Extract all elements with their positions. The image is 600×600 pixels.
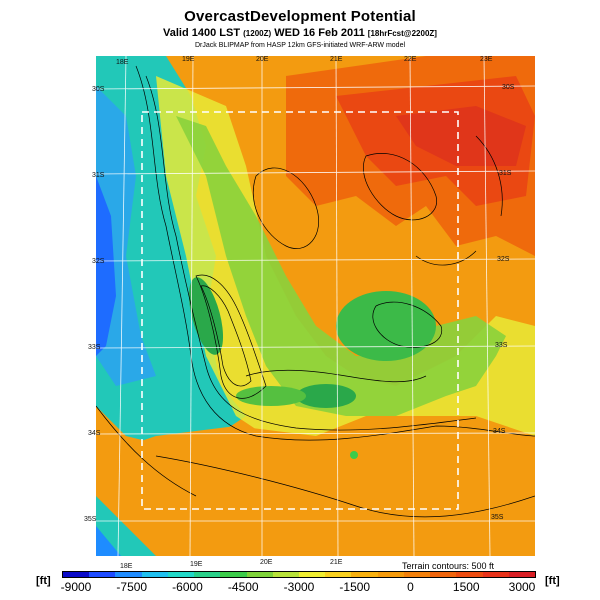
- lon-label-bottom: 18E: [120, 563, 133, 570]
- coastal-min: [96, 176, 116, 356]
- map-area: [96, 56, 535, 556]
- lon-label-top: 21E: [330, 56, 343, 63]
- colorbar-swatch: [194, 572, 221, 577]
- colorbar-tick-label: -3000: [283, 580, 315, 594]
- colorbar-swatch: [298, 572, 326, 577]
- small-green-spot: [350, 451, 358, 459]
- inner-domain-box: [141, 111, 459, 510]
- lat-label-right: 33S: [495, 342, 508, 349]
- terrain-contour-note: Terrain contours: 500 ft: [402, 561, 495, 571]
- colorbar-swatch: [377, 572, 404, 577]
- lat-label-left: 32S: [92, 258, 105, 265]
- colorbar-swatch: [115, 572, 142, 577]
- colorbar-swatch: [508, 572, 535, 577]
- transition-region: [156, 76, 535, 436]
- lon-label-top: 22E: [404, 56, 417, 63]
- colorbar-swatch: [167, 572, 195, 577]
- lon-label-bottom: 21E: [330, 559, 343, 566]
- sw-coastal-min: [96, 526, 121, 556]
- model-credit: DrJack BLIPMAP from HASP 12km GFS-initia…: [194, 42, 406, 49]
- terrain-contours: [96, 65, 535, 518]
- colorbar-swatch: [482, 572, 509, 577]
- colorbar-swatch: [456, 572, 483, 577]
- graticule: [96, 56, 535, 556]
- high-value-core-2: [396, 106, 526, 166]
- colorbar-swatch: [272, 572, 299, 577]
- lat-label-left: 33S: [88, 344, 101, 351]
- colorbar-swatch: [246, 572, 273, 577]
- lon-label-top: 19E: [182, 56, 195, 63]
- colorbar-swatch: [325, 572, 352, 577]
- low-core-east: [336, 291, 436, 361]
- colorbar-tick-label: 1500: [452, 580, 480, 594]
- lat-label-left: 35S: [84, 516, 97, 523]
- lat-label-right: 35S: [491, 514, 504, 521]
- valid-prefix: Valid 1400 LST: [163, 27, 241, 39]
- colorbar-swatch: [430, 572, 457, 577]
- lon-label-bottom: 19E: [190, 561, 203, 568]
- colorbar-tick-label: -4500: [227, 580, 259, 594]
- lat-label-left: 31S: [92, 172, 105, 179]
- lon-label-top: 23E: [480, 56, 493, 63]
- sw-coastal-low: [96, 496, 156, 556]
- colorbar-unit-right: [ft]: [545, 575, 560, 587]
- colorbar-tick-label: 3000: [508, 580, 536, 594]
- south-field: [96, 426, 535, 556]
- lat-label-left: 34S: [88, 430, 101, 437]
- colorbar-swatch: [89, 572, 116, 577]
- colorbar-swatch: [351, 572, 378, 577]
- low-core-south: [296, 384, 356, 408]
- lat-label-right: 32S: [497, 256, 510, 263]
- colorbar-swatch: [403, 572, 431, 577]
- lon-label-bottom: 20E: [260, 559, 273, 566]
- colorbar-unit-left: [ft]: [36, 575, 51, 587]
- chart-title: OvercastDevelopment Potential: [184, 8, 416, 25]
- low-core-south-2: [236, 386, 306, 406]
- lat-label-right: 34S: [493, 428, 506, 435]
- colorbar-ticks: -9000 -7500 -6000 -4500 -3000 -1500 0 1500 3000: [60, 580, 536, 594]
- colorbar-tick-label: -7500: [116, 580, 148, 594]
- colorbar-tick-label: -9000: [60, 580, 92, 594]
- lon-label-top: 20E: [256, 56, 269, 63]
- valid-time-line: Valid 1400 LST (1200Z) WED 16 Feb 2011 […: [0, 27, 600, 39]
- valid-date: WED 16 Feb 2011: [274, 27, 365, 39]
- colorbar: [62, 571, 536, 578]
- forecast-map: [96, 56, 535, 556]
- colorbar-tick-label: -1500: [339, 580, 371, 594]
- lat-label-right: 31S: [499, 170, 512, 177]
- lat-label-left: 30S: [92, 86, 105, 93]
- valid-suffix: [18hrFcst@2200Z]: [367, 29, 437, 38]
- lat-label-right: 30S: [502, 84, 515, 91]
- valid-code: (1200Z): [243, 29, 272, 38]
- colorbar-tick-label: -6000: [172, 580, 203, 594]
- lon-label-top: 18E: [116, 59, 129, 66]
- colorbar-swatch: [63, 572, 90, 577]
- colorbar-swatch: [220, 572, 247, 577]
- colorbar-tick-label: 0: [407, 580, 414, 594]
- colorbar-swatch: [141, 572, 168, 577]
